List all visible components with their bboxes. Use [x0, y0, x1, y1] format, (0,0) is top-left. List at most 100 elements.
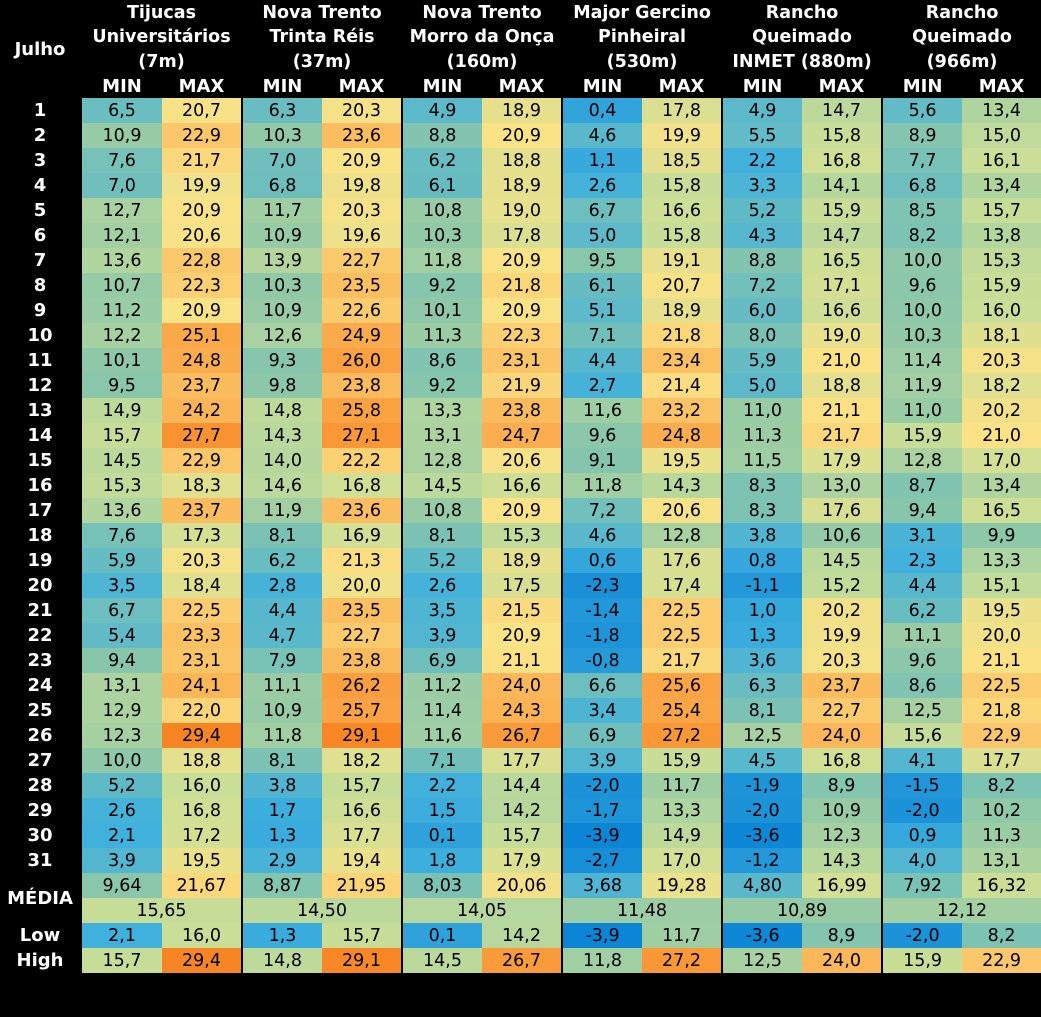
table-row: 31 3,9 19,5 2,9 19,4 1,8 17,9 -2,7 17,0 -1,2 14,3 4…	[0, 848, 1041, 873]
min-cell: 10,1	[80, 348, 162, 373]
max-cell: 23,2	[642, 398, 723, 423]
max-cell: 11,7	[642, 773, 723, 798]
min-cell: 12,6	[241, 323, 323, 348]
max-cell: 17,7	[962, 748, 1041, 773]
station-header: Nova Trento Morro da Onça (160m)	[401, 0, 563, 75]
day-label: 25	[0, 698, 81, 723]
min-cell: 8,7	[881, 473, 963, 498]
day-label: 10	[0, 323, 81, 348]
max-cell: 24,9	[322, 323, 403, 348]
table-row: 6 12,1 20,6 10,9 19,6 10,3 17,8 5,0 15,8 4,3 14,7 8…	[0, 223, 1041, 248]
max-header: MAX	[642, 75, 723, 98]
min-cell: 12,8	[401, 448, 483, 473]
max-cell: 17,6	[802, 498, 883, 523]
low-row: Low 2,1 16,0 1,3 15,7 0,1 14,2 -3,9 11,7 -3,6 8,9-…	[0, 923, 1041, 948]
minmax-header-row: MIN MAX MIN MAX MIN MAX MIN MAX MIN MAX MIN MAX	[0, 75, 1041, 98]
max-cell: 18,8	[802, 373, 883, 398]
min-header: MIN	[561, 75, 643, 98]
max-cell: 16,8	[802, 748, 883, 773]
station-name-line: INMET (880m)	[732, 51, 872, 72]
max-cell: 22,9	[962, 723, 1041, 748]
max-cell: 20,2	[802, 598, 883, 623]
max-cell: 22,3	[162, 273, 243, 298]
min-cell: 5,5	[721, 123, 803, 148]
max-cell: 24,3	[482, 698, 563, 723]
max-cell: 29,4	[162, 723, 243, 748]
min-cell: 6,2	[881, 598, 963, 623]
station-header: Tijucas Universitários (7m)	[79, 0, 243, 75]
max-cell: 15,3	[482, 523, 563, 548]
max-cell: 18,9	[482, 98, 563, 123]
min-cell: 9,5	[561, 248, 643, 273]
max-cell: 19,1	[642, 248, 723, 273]
max-cell: 20,9	[162, 298, 243, 323]
min-cell: 11,4	[881, 348, 963, 373]
max-cell: 16,0	[162, 773, 243, 798]
min-cell: 14,5	[80, 448, 162, 473]
max-cell: 15,2	[802, 573, 883, 598]
high-cell: 27,2	[642, 948, 723, 973]
max-cell: 24,2	[162, 398, 243, 423]
max-cell: 20,9	[482, 248, 563, 273]
min-cell: 5,0	[561, 223, 643, 248]
min-cell: 9,5	[80, 373, 162, 398]
day-label: 8	[0, 273, 81, 298]
max-cell: 21,8	[962, 698, 1041, 723]
low-cell: 14,2	[482, 923, 563, 948]
max-cell: 23,7	[802, 673, 883, 698]
min-cell: 11,0	[881, 398, 963, 423]
max-cell: 9,9	[962, 523, 1041, 548]
max-cell: 19,4	[322, 848, 403, 873]
day-label: 6	[0, 223, 81, 248]
max-cell: 17,8	[482, 223, 563, 248]
max-cell: 21,9	[482, 373, 563, 398]
media-row: MÉDIA 9,64 21,67 8,87 21,95 8,03 20,06 3,68 19,2…	[0, 873, 1041, 923]
min-cell: 6,3	[241, 98, 323, 123]
max-cell: 25,7	[322, 698, 403, 723]
min-cell: 10,9	[241, 223, 323, 248]
max-cell: 20,9	[482, 298, 563, 323]
table-row: 5 12,7 20,9 11,7 20,3 10,8 19,0 6,7 16,6 5,2 15,9 8…	[0, 198, 1041, 223]
max-cell: 21,1	[962, 648, 1041, 673]
max-cell: 10,6	[802, 523, 883, 548]
min-cell: 11,2	[401, 673, 483, 698]
media-max-cell: 20,06	[482, 873, 563, 898]
day-label: 23	[0, 648, 81, 673]
high-cell: 24,0	[802, 948, 883, 973]
max-cell: 19,9	[642, 123, 723, 148]
min-cell: 8,6	[401, 348, 483, 373]
max-cell: 29,1	[322, 723, 403, 748]
min-cell: 3,5	[80, 573, 162, 598]
min-cell: 10,7	[80, 273, 162, 298]
min-cell: 11,7	[241, 198, 323, 223]
media-max-cell: 19,28	[642, 873, 723, 898]
max-cell: 24,8	[162, 348, 243, 373]
max-cell: 16,8	[322, 473, 403, 498]
min-cell: 1,3	[721, 623, 803, 648]
max-cell: 22,5	[962, 673, 1041, 698]
min-cell: -2,3	[561, 573, 643, 598]
max-cell: 18,3	[162, 473, 243, 498]
high-cell: 15,9	[881, 948, 963, 973]
max-cell: 20,9	[482, 498, 563, 523]
min-cell: 2,9	[241, 848, 323, 873]
max-cell: 19,5	[962, 598, 1041, 623]
min-cell: 10,8	[401, 198, 483, 223]
station-name-line: Nova Trento	[262, 2, 382, 23]
min-cell: 10,3	[401, 223, 483, 248]
max-cell: 20,3	[162, 548, 243, 573]
min-cell: 8,1	[241, 523, 323, 548]
min-cell: 5,1	[561, 298, 643, 323]
max-cell: 17,4	[642, 573, 723, 598]
min-cell: 13,9	[241, 248, 323, 273]
min-cell: -2,0	[881, 798, 963, 823]
min-cell: 9,8	[241, 373, 323, 398]
min-cell: 3,9	[561, 748, 643, 773]
min-cell: 6,8	[241, 173, 323, 198]
day-label: 18	[0, 523, 81, 548]
min-cell: -1,7	[561, 798, 643, 823]
min-cell: 4,4	[881, 573, 963, 598]
table-row: 19 5,9 20,3 6,2 21,3 5,2 18,9 0,6 17,6 0,8 14,5 2,3…	[0, 548, 1041, 573]
table-row: 16 15,3 18,3 14,6 16,8 14,5 16,6 11,8 14,3 8,3 13,…	[0, 473, 1041, 498]
day-label: 24	[0, 673, 81, 698]
